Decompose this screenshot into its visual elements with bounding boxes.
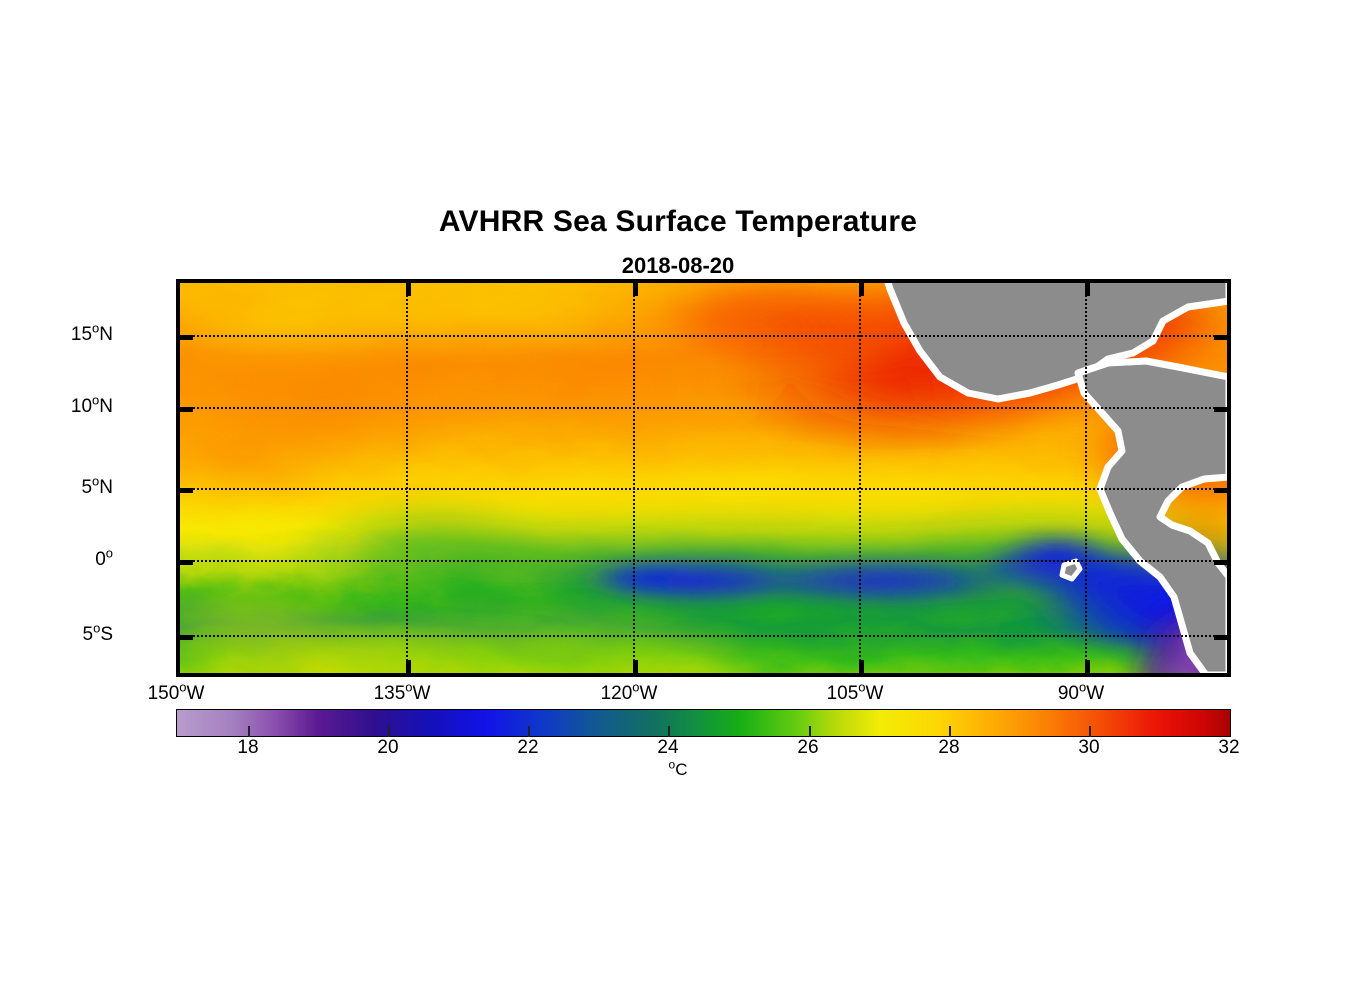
colorbar-label-24: 24 [657, 737, 679, 758]
ytick-10n [180, 407, 193, 412]
ytick-right-10n [1214, 407, 1227, 412]
colorbar-tick-22 [528, 726, 530, 737]
xtick-top-135w [406, 283, 411, 296]
colorbar-label-28: 28 [938, 737, 960, 758]
ytick-label-0: 0o [95, 545, 113, 570]
map-clip [180, 283, 1227, 673]
figure-subtitle: 2018-08-20 [621, 253, 735, 278]
ytick-label-15n: 15oN [70, 320, 113, 345]
colorbar-label-20: 20 [377, 737, 399, 758]
gridline-lon-135w [406, 283, 408, 673]
colorbar-tick-24 [668, 726, 670, 737]
colorbar-tick-30 [1089, 726, 1091, 737]
figure-title: AVHRR Sea Surface Temperature [438, 205, 918, 238]
gridline-lon-105w [859, 283, 861, 673]
gridline-lat-5n [180, 488, 1227, 490]
ytick-right-0 [1214, 560, 1227, 565]
colorbar-label-18: 18 [237, 737, 259, 758]
map-axes [176, 279, 1231, 677]
xtick-label-120w: 120oW [600, 679, 658, 704]
colorbar-tick-28 [949, 726, 951, 737]
xtick-label-150w: 150oW [147, 679, 205, 704]
ytick-right-15n [1214, 335, 1227, 340]
ytick-5n [180, 488, 193, 493]
ytick-5s [180, 635, 193, 640]
ytick-right-5n [1214, 488, 1227, 493]
sst-heatmap-field [180, 283, 1227, 673]
xtick-label-90w: 90oW [1057, 679, 1105, 704]
colorbar-label-22: 22 [517, 737, 539, 758]
colorbar [176, 709, 1231, 737]
colorbar-gradient [176, 709, 1231, 737]
colorbar-label-26: 26 [797, 737, 819, 758]
gridline-lat-15n [180, 335, 1227, 337]
gridline-lat-10n [180, 407, 1227, 409]
xtick-label-105w: 105oW [826, 679, 884, 704]
ytick-right-5s [1214, 635, 1227, 640]
xtick-105w [859, 660, 864, 673]
ytick-label-5n: 5oN [81, 473, 113, 498]
ytick-label-10n: 10oN [70, 392, 113, 417]
gridline-lon-90w [1085, 283, 1087, 673]
xtick-label-135w: 135oW [373, 679, 431, 704]
colorbar-unit-label: oC [668, 757, 688, 779]
xtick-120w [633, 660, 638, 673]
xtick-top-90w [1085, 283, 1090, 296]
gridline-lon-120w [633, 283, 635, 673]
ytick-label-5s: 5oS [82, 620, 114, 645]
colorbar-label-30: 30 [1078, 737, 1100, 758]
colorbar-tick-26 [809, 726, 811, 737]
xtick-135w [406, 660, 411, 673]
gridline-lat-5s [180, 635, 1227, 637]
colorbar-label-32: 32 [1218, 737, 1240, 758]
xtick-top-105w [859, 283, 864, 296]
ytick-15n [180, 335, 193, 340]
xtick-90w [1085, 660, 1090, 673]
ytick-0 [180, 560, 193, 565]
colorbar-tick-20 [388, 726, 390, 737]
xtick-top-120w [633, 283, 638, 296]
gridline-lat-0 [180, 560, 1227, 562]
colorbar-tick-18 [248, 726, 250, 737]
